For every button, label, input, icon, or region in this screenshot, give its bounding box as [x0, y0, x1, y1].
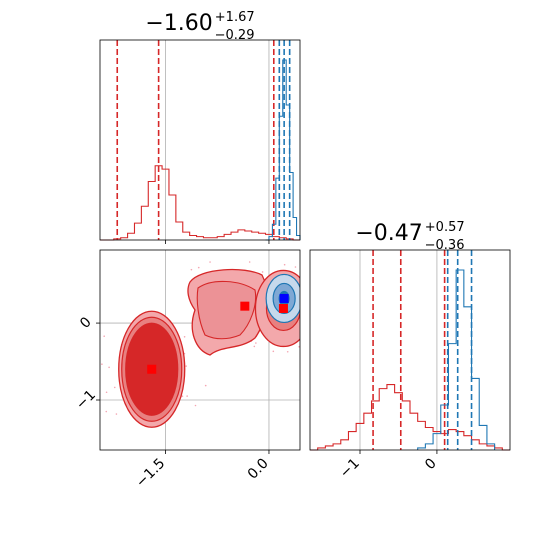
sample-point: [204, 384, 207, 387]
sample-point: [286, 350, 289, 353]
sample-point: [113, 386, 116, 389]
sample-point: [323, 322, 325, 324]
histogram-param1-series-1: [265, 59, 301, 241]
truth-marker: [147, 364, 157, 374]
sample-point: [186, 395, 188, 397]
sample-point: [181, 395, 184, 397]
sample-point: [96, 391, 98, 393]
histogram-param1-content: [100, 40, 301, 241]
sample-point: [248, 261, 251, 263]
histogram-param2-series-0: [310, 383, 510, 451]
truth-marker: [240, 301, 250, 311]
sample-point: [115, 413, 118, 415]
sample-point: [272, 350, 275, 353]
sample-point: [308, 324, 310, 326]
histogram-param1-series-0: [100, 165, 300, 241]
histogram-param1-frame: [99, 39, 301, 241]
sample-point: [327, 269, 329, 271]
sample-point: [105, 410, 108, 413]
x-tick-label: −1.5: [133, 456, 168, 491]
sample-point: [108, 366, 110, 369]
sample-point: [321, 296, 323, 298]
sample-point: [101, 363, 103, 365]
sample-point: [209, 261, 211, 263]
y-tick-label: 0: [77, 314, 95, 332]
histogram-param1-grid: [165, 40, 270, 240]
histogram-param2-series-1: [417, 269, 496, 450]
sample-point: [253, 345, 256, 348]
joint-density-panel: −1.5 0.0 −1 0: [73, 249, 329, 491]
sample-point: [197, 266, 200, 269]
sample-point: [324, 333, 326, 335]
histogram-param2-ticks: −1 0: [337, 450, 440, 481]
y-tick-label: −1: [73, 387, 99, 413]
sample-point: [185, 365, 187, 367]
histogram-param2-content: [310, 250, 510, 451]
sample-point: [314, 299, 316, 301]
x-tick-label: −1: [337, 456, 363, 482]
sample-point: [311, 348, 313, 350]
histogram-param1-ticks: [165, 240, 270, 244]
contour-mid: [196, 280, 257, 340]
joint-density-frame: [99, 249, 301, 451]
histogram-param2-grid: [359, 250, 438, 450]
sample-point: [183, 335, 186, 338]
sample-point: [294, 266, 297, 268]
truth-marker: [278, 303, 288, 313]
sample-point: [283, 263, 286, 266]
joint-density-content: [96, 261, 329, 428]
x-tick-label: 0.0: [245, 456, 272, 483]
histogram-param1-panel: [99, 39, 301, 244]
sample-point: [255, 342, 257, 344]
x-tick-label: 0: [422, 456, 440, 474]
sample-point: [298, 345, 300, 348]
sample-point: [194, 404, 197, 407]
sample-point: [307, 279, 309, 281]
sample-point: [103, 335, 105, 338]
truth-marker: [279, 293, 289, 303]
param1-title: −1.60 +1.67 −0.29: [145, 10, 254, 43]
histogram-param2-frame: [309, 249, 511, 451]
sample-point: [261, 271, 264, 273]
histogram-param2-panel: −1 0: [309, 249, 511, 481]
sample-point: [190, 268, 193, 271]
sample-point: [105, 391, 108, 394]
param2-title: −0.47 +0.57 −0.36: [355, 220, 464, 253]
